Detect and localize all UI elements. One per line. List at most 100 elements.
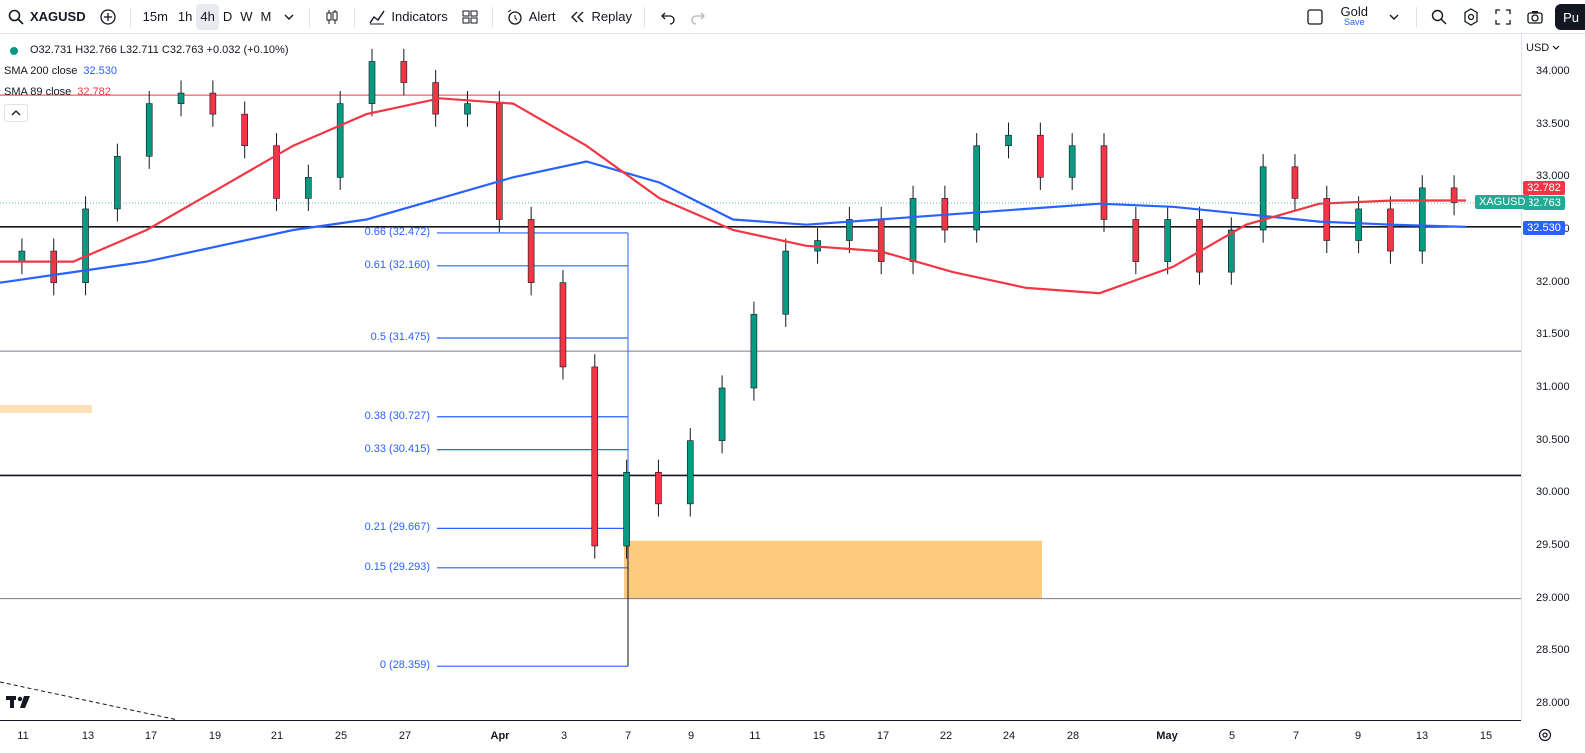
- demand-zone[interactable]: [624, 540, 1042, 599]
- time-axis[interactable]: 11 13 17 19 21 25 27 Apr 3 7 9 11 15 17 22 24 28 May 5 7 9 13…: [0, 720, 1521, 753]
- chart-legend: O32.731 H32.766 L32.711 C32.763 +0.032 (…: [4, 40, 289, 103]
- interval-d[interactable]: D: [222, 9, 233, 24]
- toolbar-divider: [491, 6, 493, 27]
- price-axis[interactable]: USD 34.00033.50033.00032.50032.00031.500…: [1521, 34, 1585, 720]
- layout-name-button[interactable]: Gold Save: [1341, 5, 1368, 28]
- time-tick: 15: [1479, 730, 1493, 742]
- alert-button[interactable]: Alert: [499, 4, 562, 30]
- time-tick: 7: [624, 730, 632, 742]
- candle-body: [1323, 198, 1331, 241]
- legend-collapse-button[interactable]: [4, 104, 28, 122]
- candle-body: [368, 61, 376, 104]
- trend-line[interactable]: [0, 681, 179, 720]
- price-tick: 30.500: [1536, 433, 1570, 446]
- fib-level-label: 0.5 (31.475): [370, 330, 430, 343]
- price-tick: 28.500: [1536, 644, 1570, 657]
- time-tick: 15: [812, 730, 826, 742]
- symbol-name: XAGUSD: [30, 9, 86, 24]
- sma200-row[interactable]: SMA 200 close 32.530: [4, 61, 289, 82]
- chevron-down-icon: [1552, 45, 1560, 50]
- interval-m[interactable]: M: [260, 9, 272, 24]
- candle-body: [559, 282, 567, 368]
- candle-body: [241, 113, 248, 147]
- camera-icon: [1525, 7, 1545, 27]
- toolbar-divider: [1416, 6, 1417, 27]
- candle-body: [591, 366, 599, 547]
- chart-settings-button[interactable]: [1537, 727, 1553, 748]
- candle-body: [1005, 134, 1012, 147]
- candle-body: [1164, 219, 1171, 262]
- price-tick: 31.000: [1536, 381, 1570, 393]
- redo-button[interactable]: [683, 4, 715, 30]
- layout-dropdown[interactable]: [1378, 4, 1410, 30]
- candle-body: [1387, 208, 1394, 252]
- price-tick: 30.000: [1536, 486, 1570, 499]
- zone-left-partial[interactable]: [0, 405, 92, 413]
- interval-1h[interactable]: 1h: [177, 9, 193, 24]
- fib-level-label: 0 (28.359): [379, 659, 430, 672]
- candle-body: [464, 103, 471, 115]
- candle-body: [1450, 187, 1458, 203]
- interval-15m[interactable]: 15m: [142, 9, 168, 24]
- candle-body: [1418, 187, 1426, 252]
- sma89-row[interactable]: SMA 89 close 32.782: [4, 82, 289, 103]
- candle-body: [655, 471, 662, 505]
- time-tick: 3: [560, 730, 568, 742]
- candle-body: [1355, 208, 1362, 241]
- tradingview-logo[interactable]: [6, 694, 36, 715]
- top-toolbar: XAGUSD 15m 1h 4h D W M Indicators Alert: [0, 0, 1585, 34]
- settings-button[interactable]: [1455, 4, 1487, 30]
- gear-icon: [1461, 7, 1481, 27]
- horizontal-lines-layer: [0, 94, 1521, 600]
- sma200-line[interactable]: [0, 160, 1467, 284]
- candle-body: [145, 103, 153, 157]
- indicators-button[interactable]: Indicators: [361, 4, 453, 30]
- symbol-search[interactable]: XAGUSD: [0, 4, 92, 30]
- snapshot-button[interactable]: [1519, 4, 1551, 30]
- candle-body: [400, 61, 408, 83]
- price-chart[interactable]: [0, 34, 1521, 720]
- last-price-label: 32.763: [1523, 196, 1565, 210]
- candle-body: [18, 250, 26, 262]
- fullscreen-button[interactable]: [1487, 4, 1519, 30]
- toolbar-divider: [309, 6, 311, 27]
- undo-button[interactable]: [651, 4, 683, 30]
- replay-button[interactable]: Replay: [561, 4, 637, 30]
- interval-dropdown[interactable]: [275, 4, 303, 30]
- time-tick: 9: [687, 730, 695, 742]
- currency-selector[interactable]: USD: [1526, 42, 1561, 54]
- chevron-down-icon: [279, 7, 299, 27]
- time-tick: 11: [749, 730, 761, 742]
- fib-level-label: 0.33 (30.415): [364, 442, 430, 455]
- candle-body: [909, 198, 917, 262]
- select-layout-checkbox[interactable]: [1299, 4, 1331, 30]
- interval-w[interactable]: W: [240, 9, 253, 24]
- chart-type-button[interactable]: [316, 4, 348, 30]
- quick-search-button[interactable]: [1423, 4, 1455, 30]
- price-tick: 29.000: [1536, 591, 1570, 604]
- candle-body: [782, 250, 790, 315]
- publish-button[interactable]: Pu: [1555, 4, 1585, 30]
- zones-layer: [624, 540, 1042, 599]
- grid-icon: [460, 7, 480, 27]
- sma89-line[interactable]: [0, 97, 1466, 295]
- market-status-dot: [10, 46, 18, 55]
- fib-levels-layer: [437, 232, 629, 667]
- candle-body: [718, 387, 726, 441]
- time-tick: 9: [1354, 730, 1362, 742]
- candle-body: [1068, 145, 1076, 178]
- compare-button[interactable]: [92, 4, 124, 30]
- sma200-price-label: 32.530: [1523, 221, 1565, 235]
- indicators-icon: [367, 7, 387, 27]
- time-tick: Apr: [490, 730, 510, 742]
- sma89-label: SMA 89 close: [4, 86, 72, 98]
- candle-body: [1228, 229, 1235, 273]
- templates-button[interactable]: [454, 4, 486, 30]
- candle-body: [1037, 134, 1044, 178]
- interval-4h[interactable]: 4h: [196, 3, 219, 30]
- search-icon: [6, 7, 26, 27]
- time-tick: 21: [270, 730, 284, 742]
- fib-level-label: 0.21 (29.667): [364, 521, 430, 534]
- rewind-icon: [567, 7, 587, 27]
- price-tick: 34.000: [1536, 65, 1570, 77]
